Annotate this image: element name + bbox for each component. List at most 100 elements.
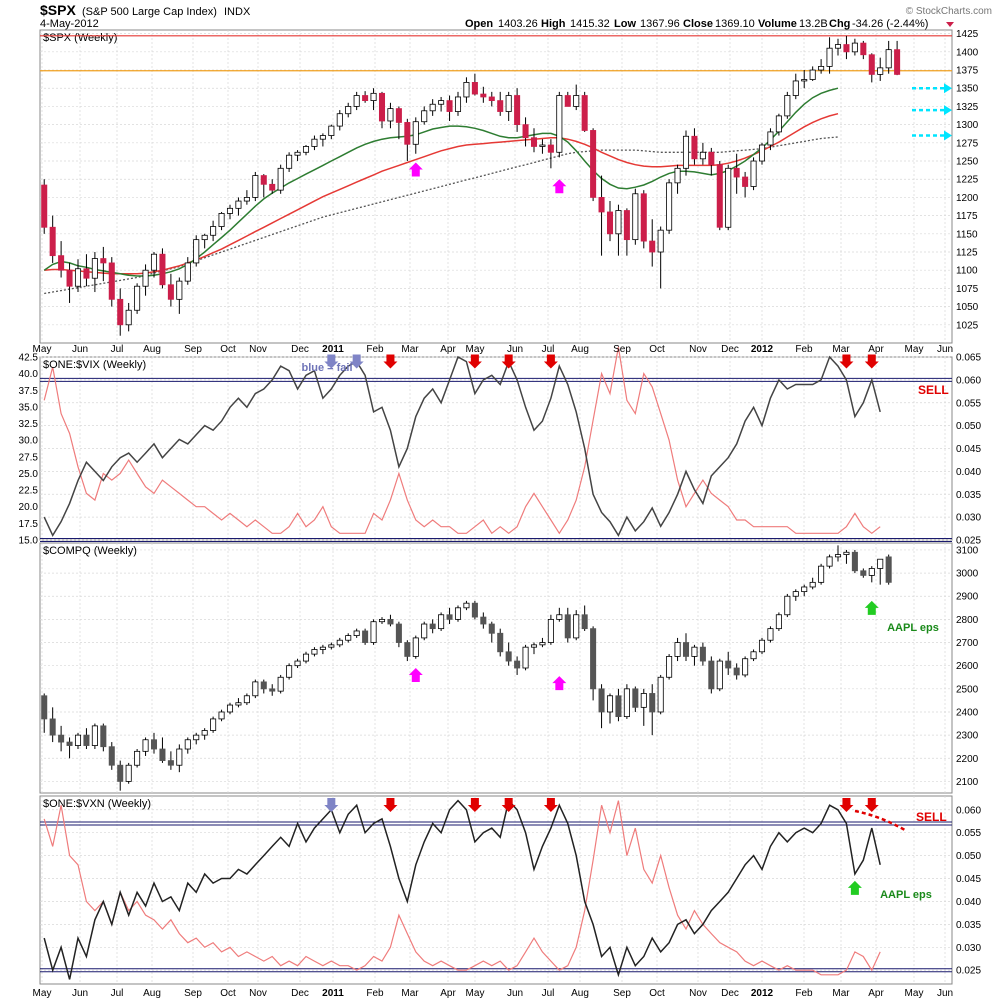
spx-candle <box>370 88 377 111</box>
spx-ma-short-line <box>43 87 839 277</box>
candle-body <box>41 695 48 720</box>
spx-candle <box>345 102 352 118</box>
candle-body <box>83 268 90 279</box>
candle-body <box>91 725 98 746</box>
spx-y-tick-label: 1075 <box>956 284 979 295</box>
spx-candle <box>395 106 402 140</box>
compq-candle <box>41 693 48 733</box>
vix-line <box>43 346 881 535</box>
candle-body <box>167 284 174 300</box>
spx-candle <box>674 164 681 194</box>
candle-body <box>733 167 740 178</box>
x-tick-label: Jul <box>111 988 124 999</box>
x-tick-label: Jun <box>72 344 88 355</box>
compq-candle <box>345 633 352 643</box>
spx-candle <box>387 102 394 129</box>
x-tick-label: Mar <box>832 988 850 999</box>
spx-candle <box>556 91 563 158</box>
candle-body <box>851 42 858 53</box>
candle-body <box>758 144 766 162</box>
candle-body <box>809 581 816 588</box>
x-tick-label: May <box>33 344 52 355</box>
vix-right-tick-label: 0.040 <box>956 467 981 478</box>
candle-body <box>319 135 326 140</box>
vix-left-tick-label: 17.5 <box>19 519 39 530</box>
spx-candle <box>699 142 706 165</box>
candle-body <box>750 160 757 187</box>
candle-body <box>218 711 225 720</box>
candle-body <box>302 653 310 662</box>
x-tick-label: 2012 <box>751 344 774 355</box>
compq-candle <box>83 728 90 750</box>
spx-y-tick-label: 1300 <box>956 120 979 131</box>
symbol-exchange: INDX <box>224 6 251 18</box>
spx-y-tick-label: 1200 <box>956 193 979 204</box>
compq-candle <box>505 642 512 666</box>
compq-y-tick-label: 3100 <box>956 545 979 556</box>
compq-y-tick-label: 2200 <box>956 754 979 765</box>
candle-body <box>395 623 402 643</box>
watermark: © StockCharts.com <box>906 6 992 17</box>
spx-candle <box>463 77 470 103</box>
vix-annotation-arrow <box>324 354 339 369</box>
candle-body <box>142 739 149 752</box>
compq-y-tick-label: 2300 <box>956 731 979 742</box>
vxn-annotation-arrow <box>864 798 879 813</box>
candle-body <box>286 154 293 169</box>
compq-candle <box>725 651 732 675</box>
candle-body <box>547 618 554 643</box>
spx-candle <box>41 179 48 234</box>
candle-body <box>505 651 512 662</box>
candle-body <box>539 642 546 646</box>
candle-body <box>226 207 234 214</box>
candle-body <box>623 210 630 241</box>
spx-candle <box>269 179 276 194</box>
candle-body <box>598 688 605 713</box>
x-tick-label: May <box>466 344 485 355</box>
candle-body <box>868 54 875 75</box>
candle-body <box>387 618 394 625</box>
target-arrow-head <box>944 83 952 94</box>
spx-candle <box>125 302 132 332</box>
candle-body <box>421 110 428 123</box>
candle-body <box>378 618 386 623</box>
compq-candle <box>877 558 884 585</box>
candle-body <box>235 200 242 209</box>
vix-right-tick-label: 0.055 <box>956 398 981 409</box>
candle-body <box>590 130 597 198</box>
candle-body <box>83 734 90 746</box>
x-tick-label: Nov <box>689 344 707 355</box>
quote-high-label: High <box>541 18 566 30</box>
compq-candle <box>302 651 310 664</box>
candle-body <box>159 748 166 761</box>
x-tick-label: Jun <box>937 988 953 999</box>
candle-body <box>480 93 487 98</box>
spx-candle <box>851 38 858 56</box>
candle-body <box>556 614 563 620</box>
candle-body <box>176 748 183 766</box>
vix-right-tick-label: 0.060 <box>956 375 981 386</box>
compq-candle <box>792 589 799 601</box>
candle-body <box>623 688 630 718</box>
candle-body <box>640 193 647 242</box>
spx-candle <box>742 171 749 198</box>
candle-body <box>860 570 867 576</box>
spx-candle <box>860 40 867 60</box>
x-tick-label: May <box>33 988 52 999</box>
spx-candle <box>750 157 757 191</box>
spx-candle <box>150 252 158 278</box>
spx-candle <box>885 40 892 74</box>
candle-body <box>58 734 65 743</box>
spx-candle <box>632 188 639 245</box>
x-tick-label: Mar <box>401 344 419 355</box>
vxn-sell-label: SELL <box>916 810 947 824</box>
compq-candle <box>454 605 462 622</box>
pane-frame <box>39 795 953 985</box>
spx-candle <box>573 84 580 111</box>
spx-candle <box>505 91 512 121</box>
quote-high-value: 1415.32 <box>570 18 610 30</box>
quote-open-label: Open <box>465 18 493 30</box>
vix-left-tick-label: 37.5 <box>19 386 39 397</box>
candle-body <box>691 135 698 160</box>
spx-candle <box>471 73 478 96</box>
